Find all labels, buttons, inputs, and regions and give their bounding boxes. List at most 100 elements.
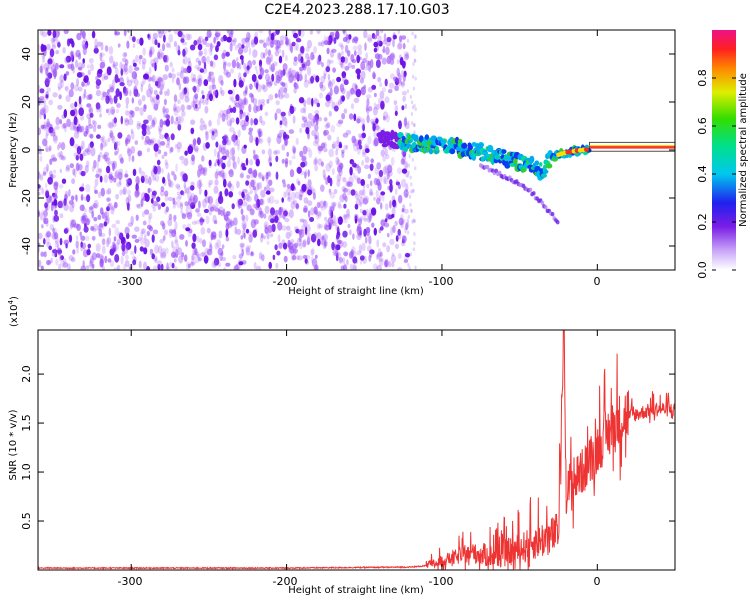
spectrogram-noise-dot bbox=[96, 160, 99, 169]
spectrogram-noise-dot bbox=[293, 249, 297, 256]
spectrogram-noise-dot bbox=[401, 91, 407, 96]
spectrogram-noise-dot bbox=[209, 206, 215, 212]
spectrogram-noise-dot bbox=[189, 44, 196, 51]
spectrogram-noise-dot bbox=[368, 255, 372, 262]
spectrogram-noise-dot bbox=[252, 203, 258, 208]
spectrogram-noise-dot bbox=[162, 222, 166, 230]
spectrogram-noise-dot bbox=[326, 58, 331, 67]
spectrogram-noise-dot bbox=[347, 50, 351, 57]
signal-track-dot bbox=[404, 145, 408, 153]
spectrogram-noise-dot bbox=[402, 204, 406, 212]
spectrogram-noise-dot bbox=[234, 226, 238, 235]
spectrogram-noise-dot bbox=[189, 185, 195, 191]
spectrogram-noise-dot bbox=[195, 208, 200, 213]
spectrogram-noise-dot bbox=[300, 45, 305, 54]
spectrogram-noise-dot bbox=[110, 160, 114, 166]
spectrogram-noise-dot bbox=[195, 220, 201, 225]
spectrogram-noise-dot bbox=[305, 168, 308, 177]
spectrogram-noise-dot bbox=[343, 187, 348, 193]
spectrogram-noise-dot bbox=[158, 84, 165, 90]
spectrogram-noise-dot bbox=[411, 105, 415, 110]
spectrogram-noise-dot bbox=[107, 203, 111, 209]
spectrogram-noise-dot bbox=[369, 192, 374, 197]
secondary-branch-dot bbox=[485, 164, 490, 170]
spectrogram-noise-dot bbox=[106, 66, 112, 76]
spectrogram-noise-dot bbox=[270, 32, 275, 41]
spectrogram-noise-dot bbox=[393, 202, 398, 209]
spectrogram-noise-dot bbox=[47, 176, 53, 185]
spectrogram-noise-dot bbox=[320, 184, 325, 192]
spectrogram-noise-dot bbox=[190, 202, 196, 210]
spectrogram-noise-dot bbox=[245, 191, 251, 196]
spectrogram-xtick-label: 0 bbox=[594, 275, 601, 288]
spectrogram-noise-dot bbox=[62, 262, 69, 268]
spectrogram-noise-dot bbox=[278, 242, 283, 249]
spectrogram-noise-dot bbox=[220, 80, 224, 86]
spectrogram-noise-dot bbox=[341, 149, 345, 154]
spectrogram-noise-dot bbox=[129, 113, 135, 119]
spectrogram-noise-dot bbox=[299, 150, 304, 158]
spectrogram-noise-dot bbox=[394, 243, 399, 249]
spectrogram-noise-dot bbox=[174, 266, 178, 270]
spectrogram-noise-dot bbox=[197, 35, 204, 43]
spectrogram-noise-dot bbox=[388, 260, 392, 268]
spectrogram-noise-dot bbox=[343, 108, 348, 114]
spectrogram-noise-dot bbox=[385, 46, 390, 55]
spectrogram-noise-dot bbox=[335, 145, 340, 151]
spectrogram-noise-dot bbox=[367, 135, 372, 145]
spectrogram-noise-dot bbox=[407, 120, 410, 125]
spectrogram-noise-dot bbox=[358, 190, 363, 199]
spectrogram-noise-dot bbox=[182, 48, 186, 58]
spectrogram-noise-dot bbox=[331, 168, 335, 176]
spectrogram-noise-dot bbox=[336, 226, 340, 236]
spectrogram-noise-dot bbox=[360, 70, 366, 80]
spectrogram-noise-dot bbox=[335, 149, 339, 156]
spectrogram-noise-dot bbox=[52, 127, 56, 137]
spectrogram-noise-dot bbox=[279, 120, 283, 125]
colorbar: 0.0 0.2 0.4 0.6 0.8 Normalized spectral … bbox=[696, 30, 749, 279]
spectrogram-noise-dot bbox=[231, 146, 236, 156]
spectrogram-noise-dot bbox=[261, 254, 265, 262]
spectrogram-noise-dot bbox=[246, 204, 252, 212]
spectrogram-noise-dot bbox=[281, 144, 286, 151]
spectrogram-noise-dot bbox=[220, 169, 225, 178]
spectrogram-noise-dot bbox=[298, 30, 302, 37]
spectrogram-noise-dot bbox=[161, 248, 166, 253]
spectrogram-noise-dot bbox=[41, 224, 44, 229]
spectrogram-noise-dot bbox=[143, 119, 149, 125]
spectrogram-noise-dot bbox=[43, 124, 49, 129]
spectrogram-noise-dot bbox=[125, 97, 130, 105]
spectrogram-noise-dot bbox=[45, 147, 51, 153]
snr-scale-label: (x10 bbox=[9, 304, 20, 327]
spectrogram-noise-dot bbox=[333, 37, 337, 44]
spectrogram-noise-dot bbox=[158, 125, 163, 132]
spectrogram-noise-dot bbox=[202, 218, 205, 224]
spectrogram-noise-dot bbox=[184, 96, 190, 103]
spectrogram-noise-dot bbox=[170, 146, 174, 153]
spectrogram-noise-dot bbox=[41, 106, 45, 116]
spectrogram-noise-dot bbox=[57, 247, 62, 256]
spectrogram-noise-dot bbox=[396, 167, 402, 175]
spectrogram-noise-dot bbox=[91, 30, 96, 39]
spectrogram-noise-dot bbox=[285, 231, 291, 240]
spectrogram-noise-dot bbox=[210, 75, 216, 83]
spectrogram-noise-dot bbox=[375, 103, 380, 110]
spectrogram-noise-dot bbox=[171, 67, 175, 73]
spectrogram-noise-dot bbox=[86, 194, 91, 203]
spectrogram-noise-dot bbox=[90, 204, 95, 210]
spectrogram-ytick-label: -20 bbox=[20, 189, 33, 207]
spectrogram-noise-dot bbox=[113, 177, 117, 183]
snr-xtick-label: -300 bbox=[118, 575, 143, 588]
spectrogram-noise-dot bbox=[120, 75, 123, 80]
spectrogram-noise-dot bbox=[199, 124, 205, 131]
spectrogram-noise-dot bbox=[49, 224, 55, 231]
spectrogram-noise-dot bbox=[190, 181, 195, 187]
spectrogram-noise-dot bbox=[404, 54, 410, 60]
spectrogram-noise-dot bbox=[403, 117, 408, 127]
spectrogram-noise-dot bbox=[273, 150, 278, 155]
spectrogram-noise-dot bbox=[73, 168, 77, 178]
spectrogram-noise-dot bbox=[42, 171, 46, 177]
spectrogram-noise-dot bbox=[366, 98, 370, 107]
spectrogram-noise-dot bbox=[104, 139, 108, 147]
spectrogram-noise-dot bbox=[97, 154, 101, 162]
